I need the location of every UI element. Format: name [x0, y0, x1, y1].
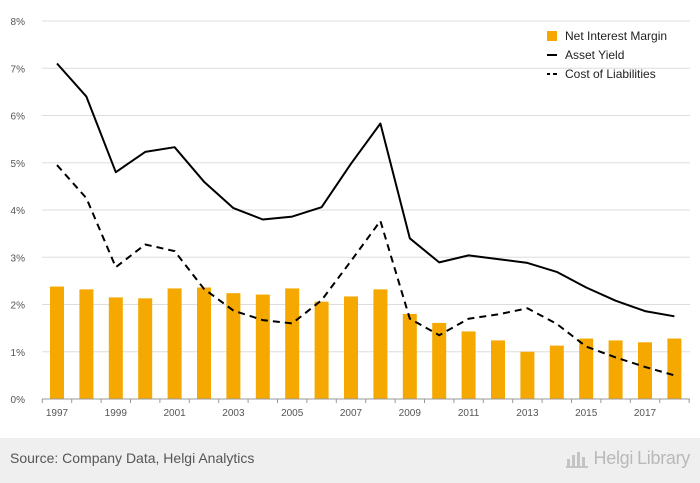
- x-tick-label: 2005: [281, 408, 304, 419]
- x-tick-label: 2011: [458, 408, 480, 419]
- chart-svg: 0% 1% 2% 3% 4% 5% 6% 7% 8% 1997 1999 2001 2003 2005 20…: [11, 17, 690, 419]
- bar: [255, 294, 270, 399]
- source-note: Source: Company Data, Helgi Analytics: [10, 450, 255, 466]
- y-tick-label: 6%: [11, 112, 26, 123]
- bar: [373, 289, 388, 399]
- x-tick-label: 2009: [399, 408, 422, 419]
- asset-yield-line: [56, 62, 675, 318]
- bar: [285, 288, 300, 399]
- bar: [344, 296, 358, 399]
- bar: [197, 287, 211, 399]
- y-tick-label: 3%: [11, 253, 26, 264]
- y-tick-label: 0%: [11, 395, 26, 406]
- bar: [226, 293, 241, 399]
- legend-label: Asset Yield: [565, 48, 624, 62]
- bar: [108, 297, 123, 399]
- y-tick-label: 5%: [11, 159, 26, 170]
- bar: [491, 340, 505, 399]
- bar: [461, 331, 476, 399]
- bar: [79, 289, 94, 399]
- axes: 0% 1% 2% 3% 4% 5% 6% 7% 8% 1997 1999 2001 2003 2005 20…: [11, 17, 690, 419]
- y-tick-label: 8%: [11, 17, 26, 28]
- y-tick-label: 1%: [11, 348, 26, 359]
- y-tick-label: 7%: [11, 64, 26, 75]
- x-tick-label: 1997: [46, 408, 69, 419]
- bar: [608, 340, 623, 399]
- x-tick-label: 2003: [222, 408, 245, 419]
- legend-label: Cost of Liabilities: [565, 67, 656, 81]
- bar: [667, 338, 682, 399]
- legend-swatch-bar: [547, 31, 557, 41]
- bar: [549, 345, 564, 399]
- x-tick-label: 2013: [516, 408, 539, 419]
- bar: [402, 313, 417, 399]
- cost-of-liabilities-line: [56, 164, 675, 377]
- y-tick-label: 2%: [11, 301, 26, 312]
- bar: [314, 301, 329, 399]
- x-tick-label: 2001: [163, 408, 186, 419]
- x-tick-label: 2015: [575, 408, 598, 419]
- y-tick-label: 4%: [11, 206, 26, 217]
- brand-logo[interactable]: Helgi Library: [565, 448, 690, 469]
- bar-chart-logo-icon: [565, 451, 588, 468]
- bar: [432, 322, 447, 399]
- bar-series: [50, 286, 682, 399]
- x-tick-label: 2017: [634, 408, 657, 419]
- x-tick-label: 1999: [105, 408, 128, 419]
- bar: [50, 286, 64, 399]
- bar: [520, 351, 535, 399]
- brand-helgi-text: Helgi: [593, 448, 634, 468]
- x-tick-label: 2007: [340, 408, 363, 419]
- bar: [579, 338, 594, 399]
- legend-label: Net Interest Margin: [565, 29, 667, 43]
- bar: [167, 288, 182, 399]
- bar: [638, 342, 652, 399]
- bar: [138, 298, 153, 399]
- brand-library-text: Library: [637, 448, 690, 468]
- line-series: [56, 62, 675, 377]
- legend: Net Interest Margin Asset Yield Cost of Li…: [547, 29, 667, 81]
